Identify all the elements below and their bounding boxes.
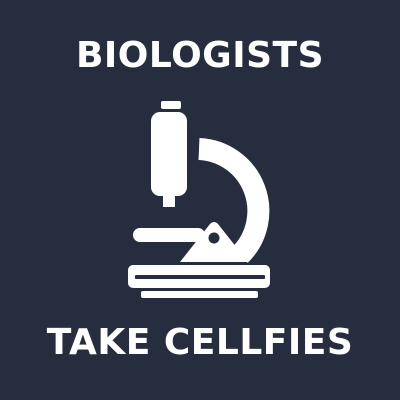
headline-bottom: TAKE CELLFIES (46, 322, 354, 363)
headline-top: BIOLOGISTS (75, 35, 325, 76)
